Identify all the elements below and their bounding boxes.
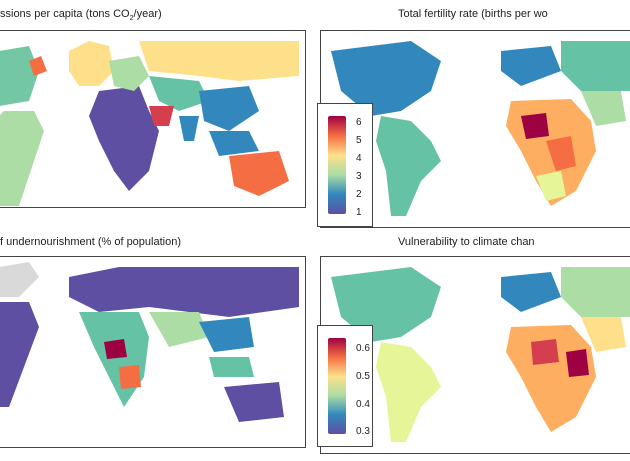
legend-tick: 5 [356, 135, 362, 146]
colorbar-vulnerability [328, 338, 346, 434]
map-undernourishment [0, 256, 306, 448]
legend-tick: 0.4 [356, 399, 370, 410]
panel-title-undernourishment: f undernourishment (% of population) [0, 236, 181, 248]
legend-tick: 2 [356, 189, 362, 200]
legend-tick: 0.3 [356, 426, 370, 437]
legend-fertility: 6 5 4 3 2 1 [317, 103, 373, 227]
legend-tick: 1 [356, 207, 362, 218]
legend-vulnerability: 0.6 0.5 0.4 0.3 [317, 325, 373, 447]
map-co2-emissions [0, 30, 306, 208]
panel-title-co2: ssions per capita (tons CO2/year) [0, 8, 162, 23]
legend-tick: 0.5 [356, 371, 370, 382]
panel-title-fertility: Total fertility rate (births per wo [398, 8, 548, 20]
colorbar-fertility [328, 116, 346, 214]
legend-tick: 4 [356, 153, 362, 164]
legend-tick: 3 [356, 171, 362, 182]
legend-tick: 0.6 [356, 343, 370, 354]
panel-title-vulnerability: Vulnerability to climate chan [398, 236, 535, 248]
legend-tick: 6 [356, 117, 362, 128]
